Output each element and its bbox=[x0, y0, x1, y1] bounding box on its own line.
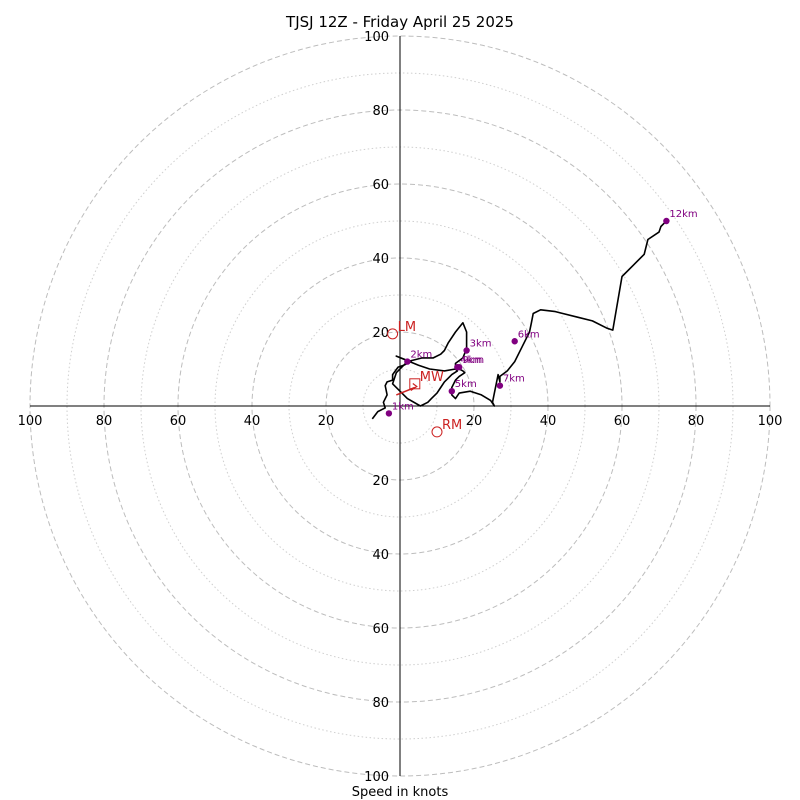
tick-x-neg-60: 60 bbox=[170, 414, 187, 429]
height-label-1km: 1km bbox=[392, 401, 414, 412]
height-point-12km bbox=[663, 217, 670, 225]
tick-y-pos-20: 20 bbox=[372, 326, 389, 341]
tick-x-neg-40: 40 bbox=[244, 414, 261, 429]
tick-x-pos-60: 60 bbox=[614, 414, 631, 429]
height-point-5km bbox=[448, 388, 455, 395]
tick-y-pos-40: 40 bbox=[372, 252, 389, 267]
tick-y-neg-80: 80 bbox=[372, 696, 389, 711]
tick-x-neg-20: 20 bbox=[318, 414, 335, 429]
shear-arrowhead bbox=[410, 383, 418, 391]
height-point-7km bbox=[496, 382, 504, 389]
height-point-1km bbox=[385, 410, 393, 417]
chart-title: TJSJ 12Z - Friday April 25 2025 bbox=[285, 13, 514, 31]
tick-x-neg-80: 80 bbox=[96, 414, 113, 429]
tick-y-neg-20: 20 bbox=[372, 474, 389, 489]
height-label-5km: 5km bbox=[455, 379, 477, 390]
tick-y-pos-100: 100 bbox=[364, 30, 389, 45]
tick-y-pos-80: 80 bbox=[372, 104, 389, 119]
height-label-4km: 4km bbox=[460, 355, 482, 366]
axes bbox=[30, 36, 770, 776]
storm-label-mw: MW bbox=[420, 370, 444, 385]
tick-x-neg-100: 100 bbox=[18, 414, 43, 429]
height-label-2km: 2km bbox=[410, 350, 432, 361]
height-point-9km bbox=[456, 363, 463, 371]
tick-y-neg-100: 100 bbox=[364, 770, 389, 785]
storm-label-lm: LM bbox=[398, 320, 416, 335]
storm-label-rm: RM bbox=[442, 418, 462, 433]
height-point-2km bbox=[404, 358, 411, 365]
tick-labels: 100 100 100 100 80 80 80 80 60 60 60 60 40 40 40 40 20 20… bbox=[18, 30, 783, 785]
height-point-3km bbox=[463, 347, 470, 354]
wind-profile bbox=[371, 220, 667, 420]
height-label-6km: 6km bbox=[518, 329, 540, 340]
tick-x-pos-100: 100 bbox=[758, 414, 783, 429]
storm-marker-rm bbox=[431, 426, 443, 438]
tick-x-pos-40: 40 bbox=[540, 414, 557, 429]
tick-x-pos-80: 80 bbox=[688, 414, 705, 429]
wind-profile-line bbox=[371, 220, 667, 420]
height-point-6km bbox=[511, 338, 518, 345]
height-label-3km: 3km bbox=[470, 339, 492, 350]
x-axis-label: Speed in knots bbox=[352, 785, 449, 800]
tick-y-neg-60: 60 bbox=[372, 622, 389, 637]
storm-motion-markers: LM RM MW bbox=[387, 320, 462, 438]
height-label-9km: 9km bbox=[462, 355, 484, 366]
tick-y-pos-60: 60 bbox=[372, 178, 389, 193]
tick-x-pos-20: 20 bbox=[466, 414, 483, 429]
tick-y-neg-40: 40 bbox=[372, 548, 389, 563]
height-markers: 1km 2km 3km 4km 5km 6km 7km 9km 12km bbox=[385, 209, 698, 417]
height-label-12km: 12km bbox=[669, 209, 697, 220]
height-label-7km: 7km bbox=[503, 374, 525, 385]
storm-marker-lm bbox=[387, 328, 399, 340]
storm-marker-mw bbox=[409, 378, 421, 390]
